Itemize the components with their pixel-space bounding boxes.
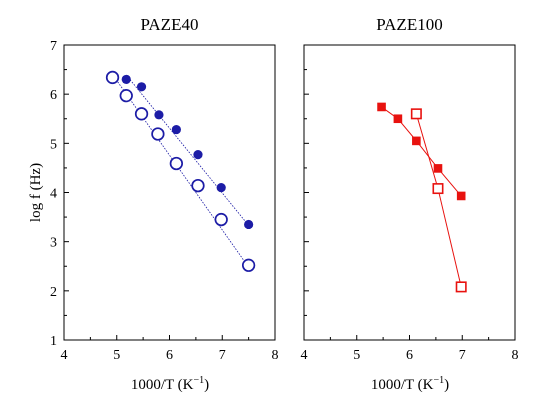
marks [377, 102, 467, 293]
data-point [119, 88, 133, 103]
y-tick-label: 5 [50, 137, 57, 152]
data-point [377, 102, 386, 112]
x-axis-label: 1000/T (K−1) [371, 375, 449, 393]
plot-frame [63, 44, 276, 341]
y-tick-label: 3 [50, 236, 57, 251]
data-point [105, 70, 120, 85]
ticks: 4 5 6 7 8 1 2 3 4 5 6 7 [50, 39, 279, 363]
x-tick-label: 7 [219, 348, 226, 363]
data-point [171, 124, 181, 135]
x-tick-label: 5 [353, 348, 360, 363]
x-tick-label: 4 [61, 348, 68, 363]
data-point [241, 258, 256, 272]
x-tick-label: 6 [406, 348, 413, 363]
x-axis-label: 1000/T (K−1) [131, 375, 209, 393]
data-point [151, 127, 165, 141]
ticks: 4 5 6 7 8 [301, 44, 519, 363]
x-tick-label: 4 [301, 348, 308, 363]
x-axis-label-sup: −1 [194, 375, 205, 386]
data-point [169, 156, 184, 171]
x-axis-label-close: ) [204, 377, 209, 393]
data-point [134, 107, 149, 121]
x-tick-label: 8 [512, 348, 519, 363]
y-tick-label: 4 [50, 187, 57, 202]
data-point [433, 164, 443, 173]
plot-frame [303, 44, 516, 341]
data-point [412, 136, 421, 146]
data-point [410, 108, 422, 120]
data-point [193, 150, 203, 160]
y-tick-label: 7 [50, 39, 57, 54]
data-point [393, 114, 403, 124]
data-point [154, 110, 164, 120]
marks [105, 70, 256, 272]
x-axis-label-sup: −1 [434, 375, 445, 386]
x-axis-label-close: ) [444, 377, 449, 393]
y-axis-label: log f (Hz) [28, 163, 44, 222]
panel-paze100: PAZE100 1000/T (K−1) 4 5 6 7 8 [301, 15, 519, 393]
x-axis-label-text: 1000/T (K [131, 377, 194, 393]
data-point [456, 191, 466, 201]
y-tick-label: 2 [50, 285, 57, 300]
data-point [455, 281, 467, 293]
x-tick-label: 7 [459, 348, 466, 363]
x-axis-label-text: 1000/T (K [371, 377, 434, 393]
y-tick-label: 1 [50, 334, 57, 349]
panel-paze40: PAZE40 log f (Hz) 1000/T (K−1) 4 5 6 7 81234… [28, 15, 279, 393]
data-point [216, 182, 226, 193]
data-point [121, 74, 131, 85]
fit-line [112, 74, 249, 268]
fit-line [125, 74, 249, 226]
data-point [432, 183, 444, 195]
x-tick-label: 5 [113, 348, 120, 363]
y-tick-label: 6 [50, 88, 57, 103]
x-tick-label: 8 [272, 348, 279, 363]
data-point [191, 178, 205, 193]
data-point [214, 212, 228, 227]
panel-title: PAZE40 [141, 15, 199, 34]
series-line [381, 106, 462, 197]
panel-title: PAZE100 [376, 15, 442, 34]
data-point [244, 219, 254, 230]
x-tick-label: 6 [166, 348, 173, 363]
series-line [415, 113, 462, 288]
data-point [136, 82, 147, 92]
